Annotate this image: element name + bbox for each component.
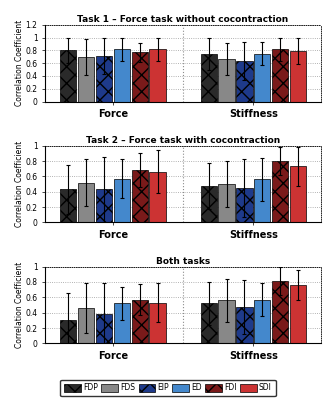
Bar (114, 179, 130, 222)
Title: Both tasks: Both tasks (156, 257, 210, 266)
Bar (96, 314, 112, 343)
Bar (78, 182, 94, 222)
Bar (272, 161, 288, 222)
Bar (237, 307, 253, 343)
Bar (201, 186, 217, 222)
Bar (237, 61, 253, 102)
Bar (132, 170, 148, 222)
Bar (96, 190, 112, 222)
Bar (254, 54, 270, 102)
Bar (150, 303, 166, 343)
Bar (132, 52, 148, 102)
Bar (272, 281, 288, 343)
Bar (254, 300, 270, 343)
Bar (114, 304, 130, 343)
Bar (201, 304, 217, 343)
Bar (60, 190, 76, 222)
Bar (150, 172, 166, 222)
Title: Task 1 – Force task without cocontraction: Task 1 – Force task without cocontractio… (78, 15, 289, 24)
Bar (237, 188, 253, 222)
Bar (132, 300, 148, 343)
Bar (254, 180, 270, 222)
Bar (78, 57, 94, 102)
Y-axis label: Correlation Coefficient: Correlation Coefficient (15, 141, 24, 227)
Bar (290, 166, 306, 222)
Bar (60, 320, 76, 343)
Bar (150, 49, 166, 102)
Bar (78, 308, 94, 343)
Bar (218, 59, 235, 102)
Bar (218, 184, 235, 222)
Bar (96, 56, 112, 102)
Y-axis label: Correlation Coefficient: Correlation Coefficient (15, 20, 24, 106)
Y-axis label: Correlation Coefficient: Correlation Coefficient (15, 262, 24, 348)
Bar (201, 54, 217, 102)
Bar (60, 50, 76, 102)
Bar (290, 285, 306, 343)
Bar (290, 51, 306, 102)
Bar (218, 300, 235, 343)
Bar (272, 49, 288, 102)
Bar (114, 49, 130, 102)
Title: Task 2 – Force task with cocontraction: Task 2 – Force task with cocontraction (86, 136, 280, 145)
Legend: FDP, FDS, EIP, ED, FDI, SDI: FDP, FDS, EIP, ED, FDI, SDI (60, 380, 276, 396)
